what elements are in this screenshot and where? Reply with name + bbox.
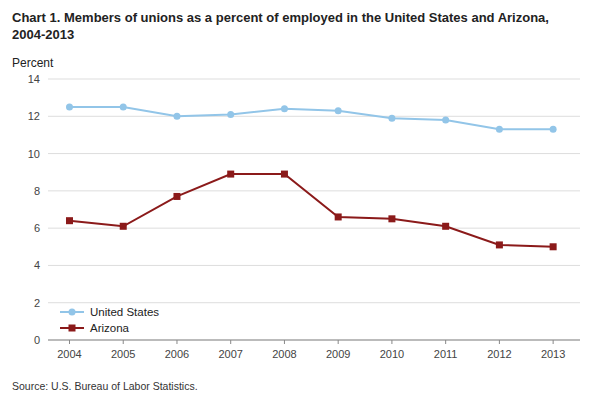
grid-line <box>48 190 580 191</box>
data-point <box>388 115 395 122</box>
data-point <box>496 241 503 248</box>
x-tick <box>499 340 500 344</box>
y-tick-label: 8 <box>34 185 40 197</box>
data-point <box>120 223 127 230</box>
x-tick <box>176 340 177 344</box>
x-axis-line <box>48 340 580 341</box>
x-tick-label: 2004 <box>57 348 81 360</box>
x-tick <box>230 340 231 344</box>
grid <box>48 79 580 340</box>
legend-label: United States <box>90 306 159 318</box>
grid-line <box>48 153 580 154</box>
series <box>66 103 557 132</box>
title-line: 2004-2013 <box>12 27 74 42</box>
x-tick-label: 2007 <box>218 348 242 360</box>
x-tick <box>391 340 392 344</box>
y-tick-label: 0 <box>34 334 40 346</box>
data-point <box>550 243 557 250</box>
y-tick-label: 2 <box>34 297 40 309</box>
y-axis-label: Percent <box>12 56 54 70</box>
x-tick-label: 2008 <box>272 348 296 360</box>
data-point <box>66 103 73 110</box>
x-tick <box>123 340 124 344</box>
grid-line <box>48 265 580 266</box>
title-line: Chart 1. Members of unions as a percent … <box>12 10 553 25</box>
x-tick <box>69 340 70 344</box>
legend-label: Arizona <box>90 322 130 334</box>
y-tick-label: 12 <box>28 110 40 122</box>
y-tick-label: 4 <box>34 259 40 271</box>
data-point <box>173 113 180 120</box>
data-point <box>120 103 127 110</box>
data-point <box>281 105 288 112</box>
grid-line <box>48 340 580 341</box>
x-tick <box>553 340 554 344</box>
x-tick-label: 2005 <box>111 348 135 360</box>
series-line <box>69 174 553 247</box>
x-tick <box>445 340 446 344</box>
data-point <box>66 217 73 224</box>
data-point <box>442 117 449 124</box>
x-tick-label: 2010 <box>380 348 404 360</box>
data-point <box>388 215 395 222</box>
y-tick-label: 14 <box>28 73 40 85</box>
data-point <box>227 111 234 118</box>
legend-marker <box>69 309 76 316</box>
grid-line <box>48 228 580 229</box>
y-tick-label: 10 <box>28 148 40 160</box>
x-tick-label: 2006 <box>165 348 189 360</box>
data-point <box>173 193 180 200</box>
x-tick-label: 2009 <box>326 348 350 360</box>
grid-line <box>48 79 580 80</box>
x-tick-label: 2013 <box>541 348 565 360</box>
data-point <box>335 107 342 114</box>
data-point <box>335 213 342 220</box>
grid-line <box>48 116 580 117</box>
x-tick-label: 2011 <box>434 348 458 360</box>
x-tick <box>338 340 339 344</box>
data-point <box>227 171 234 178</box>
y-tick-label: 6 <box>34 222 40 234</box>
plot-area <box>66 103 557 250</box>
data-point <box>281 171 288 178</box>
series-line <box>69 107 553 129</box>
x-tick-label: 2012 <box>487 348 511 360</box>
data-point <box>550 126 557 133</box>
series <box>66 171 557 251</box>
annotation: Source: U.S. Bureau of Labor Statistics. <box>12 380 198 392</box>
data-point <box>442 223 449 230</box>
legend-marker <box>69 325 76 332</box>
grid-line <box>48 302 580 303</box>
title: Chart 1. Members of unions as a percent … <box>12 10 553 42</box>
chart: Chart 1. Members of unions as a percent … <box>0 0 598 400</box>
legend: United States Arizona <box>60 306 159 334</box>
data-point <box>496 126 503 133</box>
x-tick <box>284 340 285 344</box>
